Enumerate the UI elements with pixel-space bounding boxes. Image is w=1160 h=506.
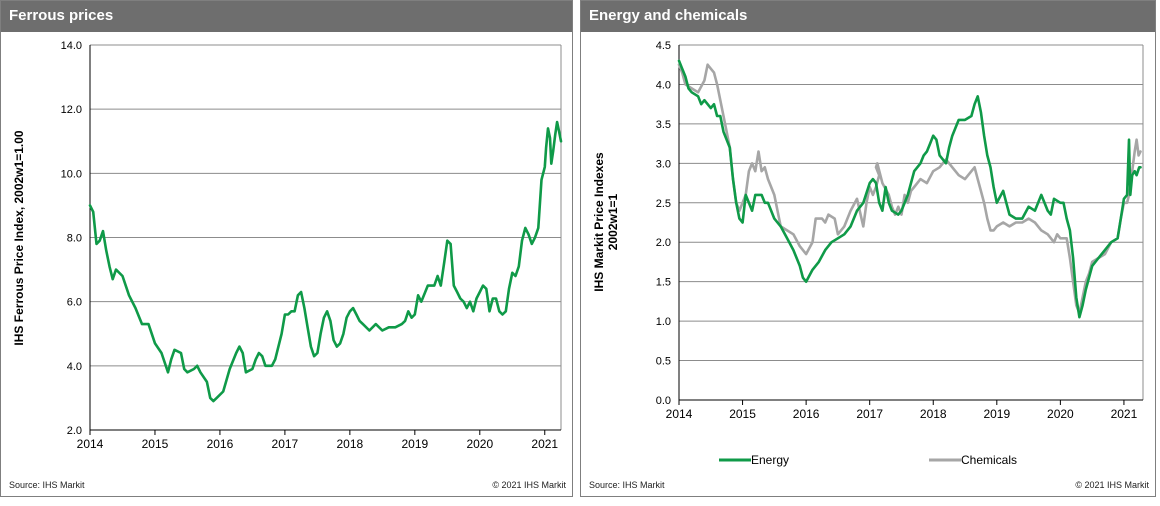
x-tick-label: 2019: [401, 437, 428, 451]
x-tick-label: 2018: [337, 437, 364, 451]
x-tick-label: 2014: [666, 407, 693, 421]
y-tick-label: 12.0: [61, 104, 82, 116]
ferrous-prices-panel: Ferrous prices 2.0 4.0 6.0 8.0 10.0 12.0 14.0 2…: [0, 0, 573, 497]
y-tick-label: 14.0: [61, 40, 82, 52]
x-tick-label: 2020: [466, 437, 493, 451]
legend-item-chemicals: Chemicals: [929, 453, 1017, 467]
y-axis-label: IHS Ferrous Price Index, 2002w1=1.00: [12, 130, 26, 345]
energy-chemicals-chart: 0.0 0.5 1.0 1.5 2.0 2.5 3.0 3.5 4.0 4.5 2014 2015 20…: [592, 40, 1144, 467]
y-tick-label: 1.0: [656, 316, 671, 328]
y-tick-label: 3.0: [656, 158, 671, 170]
x-tick-label: 2017: [856, 407, 883, 421]
y-tick-label: 4.0: [67, 361, 82, 373]
copyright-note: © 2021 IHS Markit: [1075, 480, 1149, 490]
x-tick-label: 2021: [531, 437, 558, 451]
y-tick-label: 2.5: [656, 198, 671, 210]
source-note: Source: IHS Markit: [9, 480, 85, 490]
y-tick-label: 10.0: [61, 168, 82, 180]
legend-label: Energy: [751, 453, 789, 467]
x-tick-label: 2020: [1047, 407, 1074, 421]
y-axis-label: IHS Markit Price Indexes: [592, 152, 606, 292]
legend-item-energy: Energy: [719, 453, 789, 467]
chart-title: Ferrous prices: [9, 7, 114, 24]
chart-title: Energy and chemicals: [589, 7, 748, 24]
x-tick-label: 2014: [77, 437, 104, 451]
copyright-note: © 2021 IHS Markit: [492, 480, 566, 490]
x-tick-label: 2019: [983, 407, 1010, 421]
source-note: Source: IHS Markit: [589, 480, 665, 490]
energy-chemicals-panel: Energy and chemicals 0.0 0.5 1.0 1.5 2.0 2.5 3…: [580, 0, 1156, 497]
x-tick-label: 2015: [142, 437, 169, 451]
legend-label: Chemicals: [961, 453, 1017, 467]
panel-header: Ferrous prices: [1, 1, 572, 32]
x-tick-label: 2016: [793, 407, 820, 421]
series-line-energy: [677, 59, 1142, 319]
y-tick-label: 8.0: [67, 233, 82, 245]
y-tick-label: 2.0: [67, 425, 82, 437]
y-tick-label: 2.0: [656, 237, 671, 249]
y-tick-label: 3.5: [656, 119, 671, 131]
x-tick-label: 2018: [920, 407, 947, 421]
y-tick-label: 0.0: [656, 395, 671, 407]
y-axis-label-2: 2002w1=1: [606, 193, 620, 250]
y-tick-label: 0.5: [656, 356, 671, 368]
x-tick-label: 2021: [1111, 407, 1138, 421]
x-tick-label: 2015: [729, 407, 756, 421]
x-tick-label: 2016: [207, 437, 234, 451]
y-tick-label: 4.0: [656, 79, 671, 91]
ferrous-prices-chart: 2.0 4.0 6.0 8.0 10.0 12.0 14.0 2014 2015 2016 2017…: [12, 40, 563, 451]
panel-header: Energy and chemicals: [581, 1, 1155, 32]
y-tick-label: 6.0: [67, 297, 82, 309]
x-tick-label: 2017: [272, 437, 299, 451]
series-line: [88, 120, 563, 403]
y-tick-label: 4.5: [656, 40, 671, 52]
y-tick-label: 1.5: [656, 277, 671, 289]
